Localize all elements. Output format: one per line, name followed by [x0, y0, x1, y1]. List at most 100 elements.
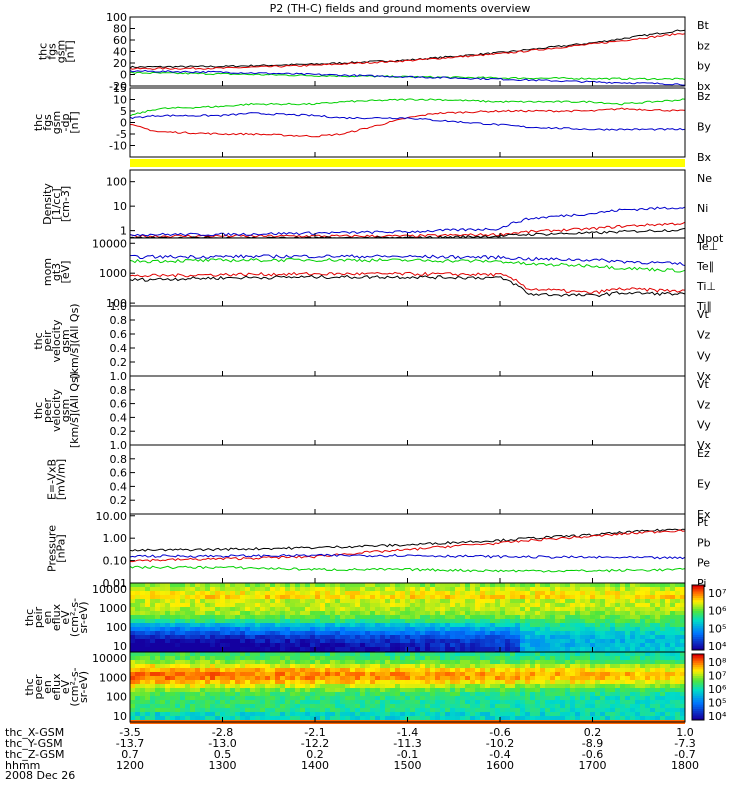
heatmap-cell — [620, 660, 625, 664]
heatmap-cell — [405, 595, 410, 599]
heatmap-cell — [320, 680, 325, 684]
heatmap-cell — [615, 672, 620, 676]
heatmap-cell — [480, 652, 485, 656]
heatmap-cell — [230, 676, 235, 680]
y-axis-label-line: peir — [41, 330, 54, 352]
heatmap-cell — [210, 607, 215, 611]
heatmap-cell — [450, 656, 455, 660]
heatmap-cell — [285, 623, 290, 627]
heatmap-cell — [560, 684, 565, 688]
heatmap-cell — [205, 700, 210, 704]
heatmap-cell — [130, 631, 135, 635]
heatmap-cell — [160, 652, 165, 656]
heatmap-cell — [250, 639, 255, 643]
heatmap-cell — [275, 664, 280, 668]
heatmap-cell — [185, 647, 190, 651]
heatmap-cell — [645, 627, 650, 631]
heatmap-cell — [440, 647, 445, 651]
heatmap-cell — [370, 603, 375, 607]
heatmap-cell — [565, 623, 570, 627]
heatmap-cell — [675, 712, 680, 716]
heatmap-cell — [255, 660, 260, 664]
heatmap-cell — [430, 680, 435, 684]
series-line-Pb — [129, 529, 686, 563]
heatmap-cell — [155, 704, 160, 708]
heatmap-cell — [445, 712, 450, 716]
heatmap-cell — [250, 712, 255, 716]
heatmap-cell — [590, 652, 595, 656]
heatmap-cell — [665, 692, 670, 696]
heatmap-cell — [590, 664, 595, 668]
heatmap-cell — [655, 664, 660, 668]
heatmap-cell — [250, 668, 255, 672]
heatmap-cell — [645, 583, 650, 587]
heatmap-cell — [300, 704, 305, 708]
heatmap-cell — [340, 619, 345, 623]
heatmap-cell — [655, 692, 660, 696]
heatmap-cell — [355, 595, 360, 599]
heatmap-cell — [565, 631, 570, 635]
heatmap-cell — [445, 615, 450, 619]
heatmap-cell — [570, 684, 575, 688]
heatmap-cell — [620, 672, 625, 676]
heatmap-cell — [460, 660, 465, 664]
heatmap-cell — [155, 639, 160, 643]
heatmap-cell — [610, 684, 615, 688]
heatmap-cell — [480, 635, 485, 639]
heatmap-cell — [345, 692, 350, 696]
colorbar-segment — [692, 600, 704, 603]
heatmap-cell — [565, 692, 570, 696]
heatmap-cell — [175, 599, 180, 603]
heatmap-cell — [465, 603, 470, 607]
heatmap-cell — [170, 660, 175, 664]
heatmap-cell — [280, 660, 285, 664]
heatmap-cell — [215, 708, 220, 712]
heatmap-cell — [475, 680, 480, 684]
y-axis-label-line: E=-VxB — [46, 459, 59, 500]
heatmap-cell — [600, 712, 605, 716]
heatmap-cell — [665, 603, 670, 607]
heatmap-cell — [225, 656, 230, 660]
heatmap-cell — [285, 704, 290, 708]
heatmap-cell — [140, 716, 145, 720]
heatmap-cell — [195, 668, 200, 672]
heatmap-cell — [295, 587, 300, 591]
heatmap-cell — [415, 599, 420, 603]
heatmap-cell — [385, 615, 390, 619]
heatmap-cell — [425, 639, 430, 643]
heatmap-cell — [305, 647, 310, 651]
heatmap-cell — [510, 599, 515, 603]
heatmap-cell — [660, 660, 665, 664]
heatmap-cell — [605, 708, 610, 712]
heatmap-cell — [260, 643, 265, 647]
heatmap-cell — [395, 619, 400, 623]
heatmap-cell — [415, 591, 420, 595]
colorbar-segment — [692, 643, 704, 647]
heatmap-cell — [615, 692, 620, 696]
heatmap-cell — [300, 595, 305, 599]
heatmap-cell — [310, 591, 315, 595]
heatmap-cell — [280, 627, 285, 631]
colorbar-segment — [692, 662, 704, 666]
heatmap-cell — [595, 692, 600, 696]
heatmap-cell — [535, 627, 540, 631]
heatmap-cell — [470, 684, 475, 688]
heatmap-cell — [430, 684, 435, 688]
heatmap-cell — [595, 672, 600, 676]
heatmap-cell — [145, 643, 150, 647]
heatmap-cell — [570, 595, 575, 599]
heatmap-cell — [130, 643, 135, 647]
heatmap-cell — [305, 704, 310, 708]
heatmap-cell — [140, 684, 145, 688]
heatmap-cell — [240, 623, 245, 627]
heatmap-cell — [295, 595, 300, 599]
heatmap-cell — [235, 631, 240, 635]
heatmap-cell — [300, 591, 305, 595]
heatmap-cell — [360, 708, 365, 712]
heatmap-cell — [525, 688, 530, 692]
heatmap-cell — [605, 676, 610, 680]
heatmap-cell — [320, 619, 325, 623]
heatmap-cell — [270, 647, 275, 651]
heatmap-cell — [585, 664, 590, 668]
heatmap-cell — [400, 599, 405, 603]
